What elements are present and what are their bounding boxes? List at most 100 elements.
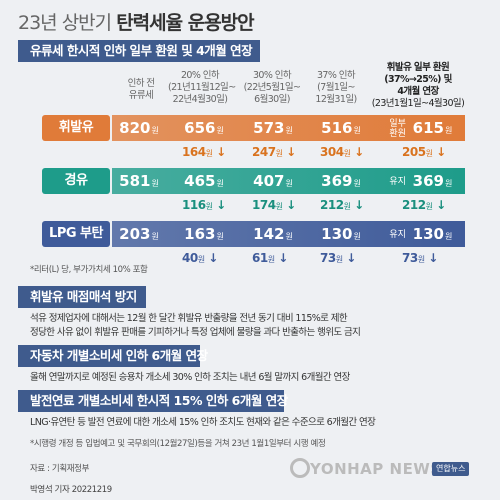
unit-label: 원 bbox=[444, 179, 453, 188]
fuel-label: 경유 bbox=[42, 168, 110, 194]
section-header-fuel-tax: 유류세 한시적 인하 일부 환원 및 4개월 연장 bbox=[18, 40, 260, 62]
unit-label: 원 bbox=[151, 126, 159, 135]
unit-label: 원 bbox=[285, 232, 293, 241]
reduction-number: 73 bbox=[320, 251, 336, 265]
reduction-amount: 164원 ↓ bbox=[182, 145, 226, 159]
tax-value: 656원 bbox=[170, 115, 238, 141]
reduction-number: 61 bbox=[252, 251, 268, 265]
tax-value: 820원 bbox=[112, 115, 166, 141]
col-header-before: 인하 전 유류세 bbox=[127, 78, 155, 101]
agency-badge: 연합뉴스 bbox=[432, 462, 470, 476]
reduction-amount: 304원 ↓ bbox=[320, 145, 364, 159]
tax-value: 142원 bbox=[240, 221, 306, 247]
unit-label: 원 bbox=[151, 232, 159, 241]
arrow-down-icon: ↓ bbox=[432, 198, 446, 212]
tax-number: 142 bbox=[253, 225, 285, 243]
reduction-amount: 73원 ↓ bbox=[402, 251, 438, 265]
unit-label: 원 bbox=[353, 126, 361, 135]
tax-number: 203 bbox=[119, 225, 151, 243]
reduction-amount: 212원 ↓ bbox=[320, 198, 364, 212]
unit-label: 원 bbox=[444, 232, 453, 241]
tax-value: 369원 bbox=[308, 168, 374, 194]
section-header-hoarding: 휘발유 매점매석 방지 bbox=[18, 286, 146, 308]
footnote-per-liter: *리터(L) 당, 부가가치세 10% 포함 bbox=[30, 265, 148, 275]
status-tag: 유지 bbox=[389, 229, 406, 240]
tax-number: 163 bbox=[184, 225, 216, 243]
byline: 박영석 기자 20221219 bbox=[30, 485, 112, 495]
arrow-down-icon: ↓ bbox=[212, 198, 226, 212]
footnote-effective: *시행령 개정 등 입법예고 및 국무회의(12월27일)등을 거쳐 23년 1… bbox=[30, 439, 326, 449]
col-header-30: 30% 인하 (22년5월1일~ 6월30일) bbox=[243, 70, 301, 105]
unit-label: 원 bbox=[417, 255, 425, 264]
tax-value: 유지 130원 bbox=[376, 221, 465, 247]
fuel-tax-band: 581원 465원 407원 369원 유지 369원 bbox=[112, 168, 465, 194]
reduction-number: 116 bbox=[182, 198, 206, 212]
page-title: 23년 상반기 탄력세율 운용방안 bbox=[18, 8, 255, 35]
reduction-number: 205 bbox=[402, 145, 426, 159]
tax-number: 656 bbox=[184, 119, 216, 137]
power-fuel-desc: LNG·유연탄 등 발전 연료에 대한 개소세 15% 인하 조치도 현재와 같… bbox=[30, 417, 376, 428]
unit-label: 원 bbox=[285, 179, 293, 188]
unit-label: 원 bbox=[425, 149, 433, 158]
title-period: 23년 상반기 bbox=[18, 12, 112, 34]
tax-value: 407원 bbox=[240, 168, 306, 194]
reduction-number: 212 bbox=[402, 198, 426, 212]
car-tax-desc: 올해 연말까지로 예정된 승용차 개소세 30% 인하 조치는 내년 6월 말까… bbox=[30, 372, 350, 383]
title-main: 탄력세율 운용방안 bbox=[116, 12, 254, 34]
unit-label: 원 bbox=[343, 202, 351, 211]
hoarding-desc: 석유 정제업자에 대해서는 12월 한 달간 휘발유 반출량을 전년 동기 대비… bbox=[30, 313, 361, 338]
tax-number: 581 bbox=[119, 172, 151, 190]
arrow-down-icon: ↓ bbox=[204, 251, 218, 265]
fuel-label: 휘발유 bbox=[42, 115, 110, 141]
reduction-amount: 174원 ↓ bbox=[252, 198, 296, 212]
tax-value: 130원 bbox=[308, 221, 374, 247]
arrow-down-icon: ↓ bbox=[350, 145, 364, 159]
reduction-amount: 205원 ↓ bbox=[402, 145, 446, 159]
arrow-down-icon: ↓ bbox=[432, 145, 446, 159]
tax-number: 573 bbox=[253, 119, 285, 137]
tax-value: 163원 bbox=[170, 221, 238, 247]
reduction-number: 73 bbox=[402, 251, 418, 265]
arrow-down-icon: ↓ bbox=[282, 145, 296, 159]
arrow-down-icon: ↓ bbox=[342, 251, 356, 265]
unit-label: 원 bbox=[444, 126, 453, 135]
reduction-amount: 212원 ↓ bbox=[402, 198, 446, 212]
reduction-number: 40 bbox=[182, 251, 198, 265]
tax-value: 581원 bbox=[112, 168, 166, 194]
unit-label: 원 bbox=[197, 255, 205, 264]
tax-number: 369 bbox=[412, 172, 444, 190]
tax-number: 820 bbox=[119, 119, 151, 137]
reduction-amount: 40원 ↓ bbox=[182, 251, 218, 265]
tax-value: 유지 369원 bbox=[376, 168, 465, 194]
col-header-partial-restore: 휘발유 일부 환원 (37%→25%) 및 4개월 연장 (23년1월1일~4월30일… bbox=[371, 62, 465, 109]
status-tag: 유지 bbox=[389, 176, 406, 187]
fuel-tax-band: 203원 163원 142원 130원 유지 130원 bbox=[112, 221, 465, 247]
unit-label: 원 bbox=[353, 232, 361, 241]
arrow-down-icon: ↓ bbox=[282, 198, 296, 212]
unit-label: 원 bbox=[205, 149, 213, 158]
tax-value: 573원 bbox=[240, 115, 306, 141]
tax-number: 369 bbox=[321, 172, 353, 190]
reduction-number: 212 bbox=[320, 198, 344, 212]
section-header-power-fuel: 발전연료 개별소비세 한시적 15% 인하 6개월 연장 bbox=[18, 390, 288, 412]
tax-value: 465원 bbox=[170, 168, 238, 194]
unit-label: 원 bbox=[205, 202, 213, 211]
col-header-20: 20% 인하 (21년11월12일~ 22년4월30일) bbox=[168, 70, 236, 105]
arrow-down-icon: ↓ bbox=[424, 251, 438, 265]
source-note: 자료 : 기획재정부 bbox=[30, 464, 90, 474]
arrow-down-icon: ↓ bbox=[212, 145, 226, 159]
unit-label: 원 bbox=[343, 149, 351, 158]
tax-value: 516원 bbox=[308, 115, 374, 141]
tax-value: 일부 환원 615원 bbox=[376, 115, 465, 141]
unit-label: 원 bbox=[275, 149, 283, 158]
unit-label: 원 bbox=[216, 126, 224, 135]
unit-label: 원 bbox=[335, 255, 343, 264]
yonhap-logo-icon bbox=[290, 458, 310, 478]
reduction-number: 164 bbox=[182, 145, 206, 159]
reduction-amount: 61원 ↓ bbox=[252, 251, 288, 265]
tax-number: 407 bbox=[253, 172, 285, 190]
section-header-car-tax: 자동차 개별소비세 인하 6개월 연장 bbox=[18, 345, 208, 367]
unit-label: 원 bbox=[353, 179, 361, 188]
reduction-amount: 247원 ↓ bbox=[252, 145, 296, 159]
unit-label: 원 bbox=[285, 126, 293, 135]
